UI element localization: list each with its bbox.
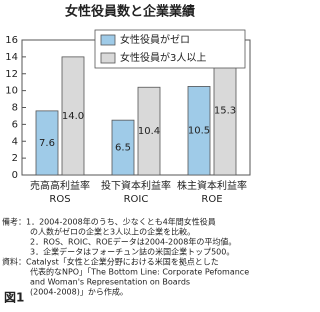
note: 代表的なNPO」「The Bottom Line: Corporate Pefo… (30, 267, 249, 277)
legend-swatch (100, 34, 116, 46)
value-label: 10.5 (188, 126, 210, 137)
legend-swatch (100, 52, 116, 64)
legend-box (94, 29, 246, 69)
y-tick-label: 4 (12, 136, 18, 147)
y-tick-label: 8 (12, 103, 18, 114)
chart: 女性役員数と企業業績 図1 0 2 4 6 8 10 12 14 16 売高高利益率 ROS 7.6 1… (2, 4, 251, 305)
figure-label: 図1 (4, 291, 24, 305)
x-tick-label: ROIC (124, 194, 149, 205)
x-tick-label: 投下資本利益率 (101, 179, 171, 192)
value-label: 7.6 (39, 138, 55, 149)
y-tick-label: 2 (12, 153, 18, 164)
legend-label: 女性役員が3人以上 (120, 51, 206, 64)
note: (2004-2008)」から作成。 (30, 287, 128, 297)
x-tick-label: 売高高利益率 (30, 179, 90, 192)
bar (61, 56, 85, 176)
value-label: 15.3 (214, 105, 236, 116)
y-tick-label: 12 (5, 69, 18, 80)
note: 資料：Catalyst「女性と企業分野における米国を拠点とした (2, 257, 219, 267)
note: の人数がゼロの企業と3人以上の企業を比較。 (30, 227, 195, 237)
bar (137, 86, 161, 176)
note: 3．企業データはフォーチュン誌の米国企業トップ500。 (30, 247, 234, 257)
note: and Woman's Representation on Boards (30, 278, 190, 287)
value-label: 6.5 (115, 143, 131, 154)
x-tick-label: 株主資本利益率 (177, 179, 247, 192)
bar (111, 119, 135, 176)
value-label: 10.4 (138, 126, 160, 137)
y-tick-label: 6 (12, 119, 18, 130)
chart-title: 女性役員数と企業業績 (65, 4, 195, 20)
note: 2．ROS、ROIC、ROEデータは2004-2008年の平均値。 (30, 237, 236, 247)
x-tick-label: ROS (49, 194, 70, 205)
value-label: 14.0 (62, 111, 84, 122)
y-tick-label: 0 (12, 170, 18, 181)
x-tick-label: ROE (201, 194, 222, 205)
note: 備考：1．2004-2008年のうち、少なくとも4年間女性役員 (2, 217, 216, 227)
y-tick-label: 14 (5, 52, 18, 63)
bar (187, 86, 211, 176)
bar (35, 110, 59, 176)
y-tick-label: 16 (5, 35, 18, 46)
y-tick-label: 10 (5, 86, 18, 97)
legend-label: 女性役員がゼロ (120, 33, 190, 46)
